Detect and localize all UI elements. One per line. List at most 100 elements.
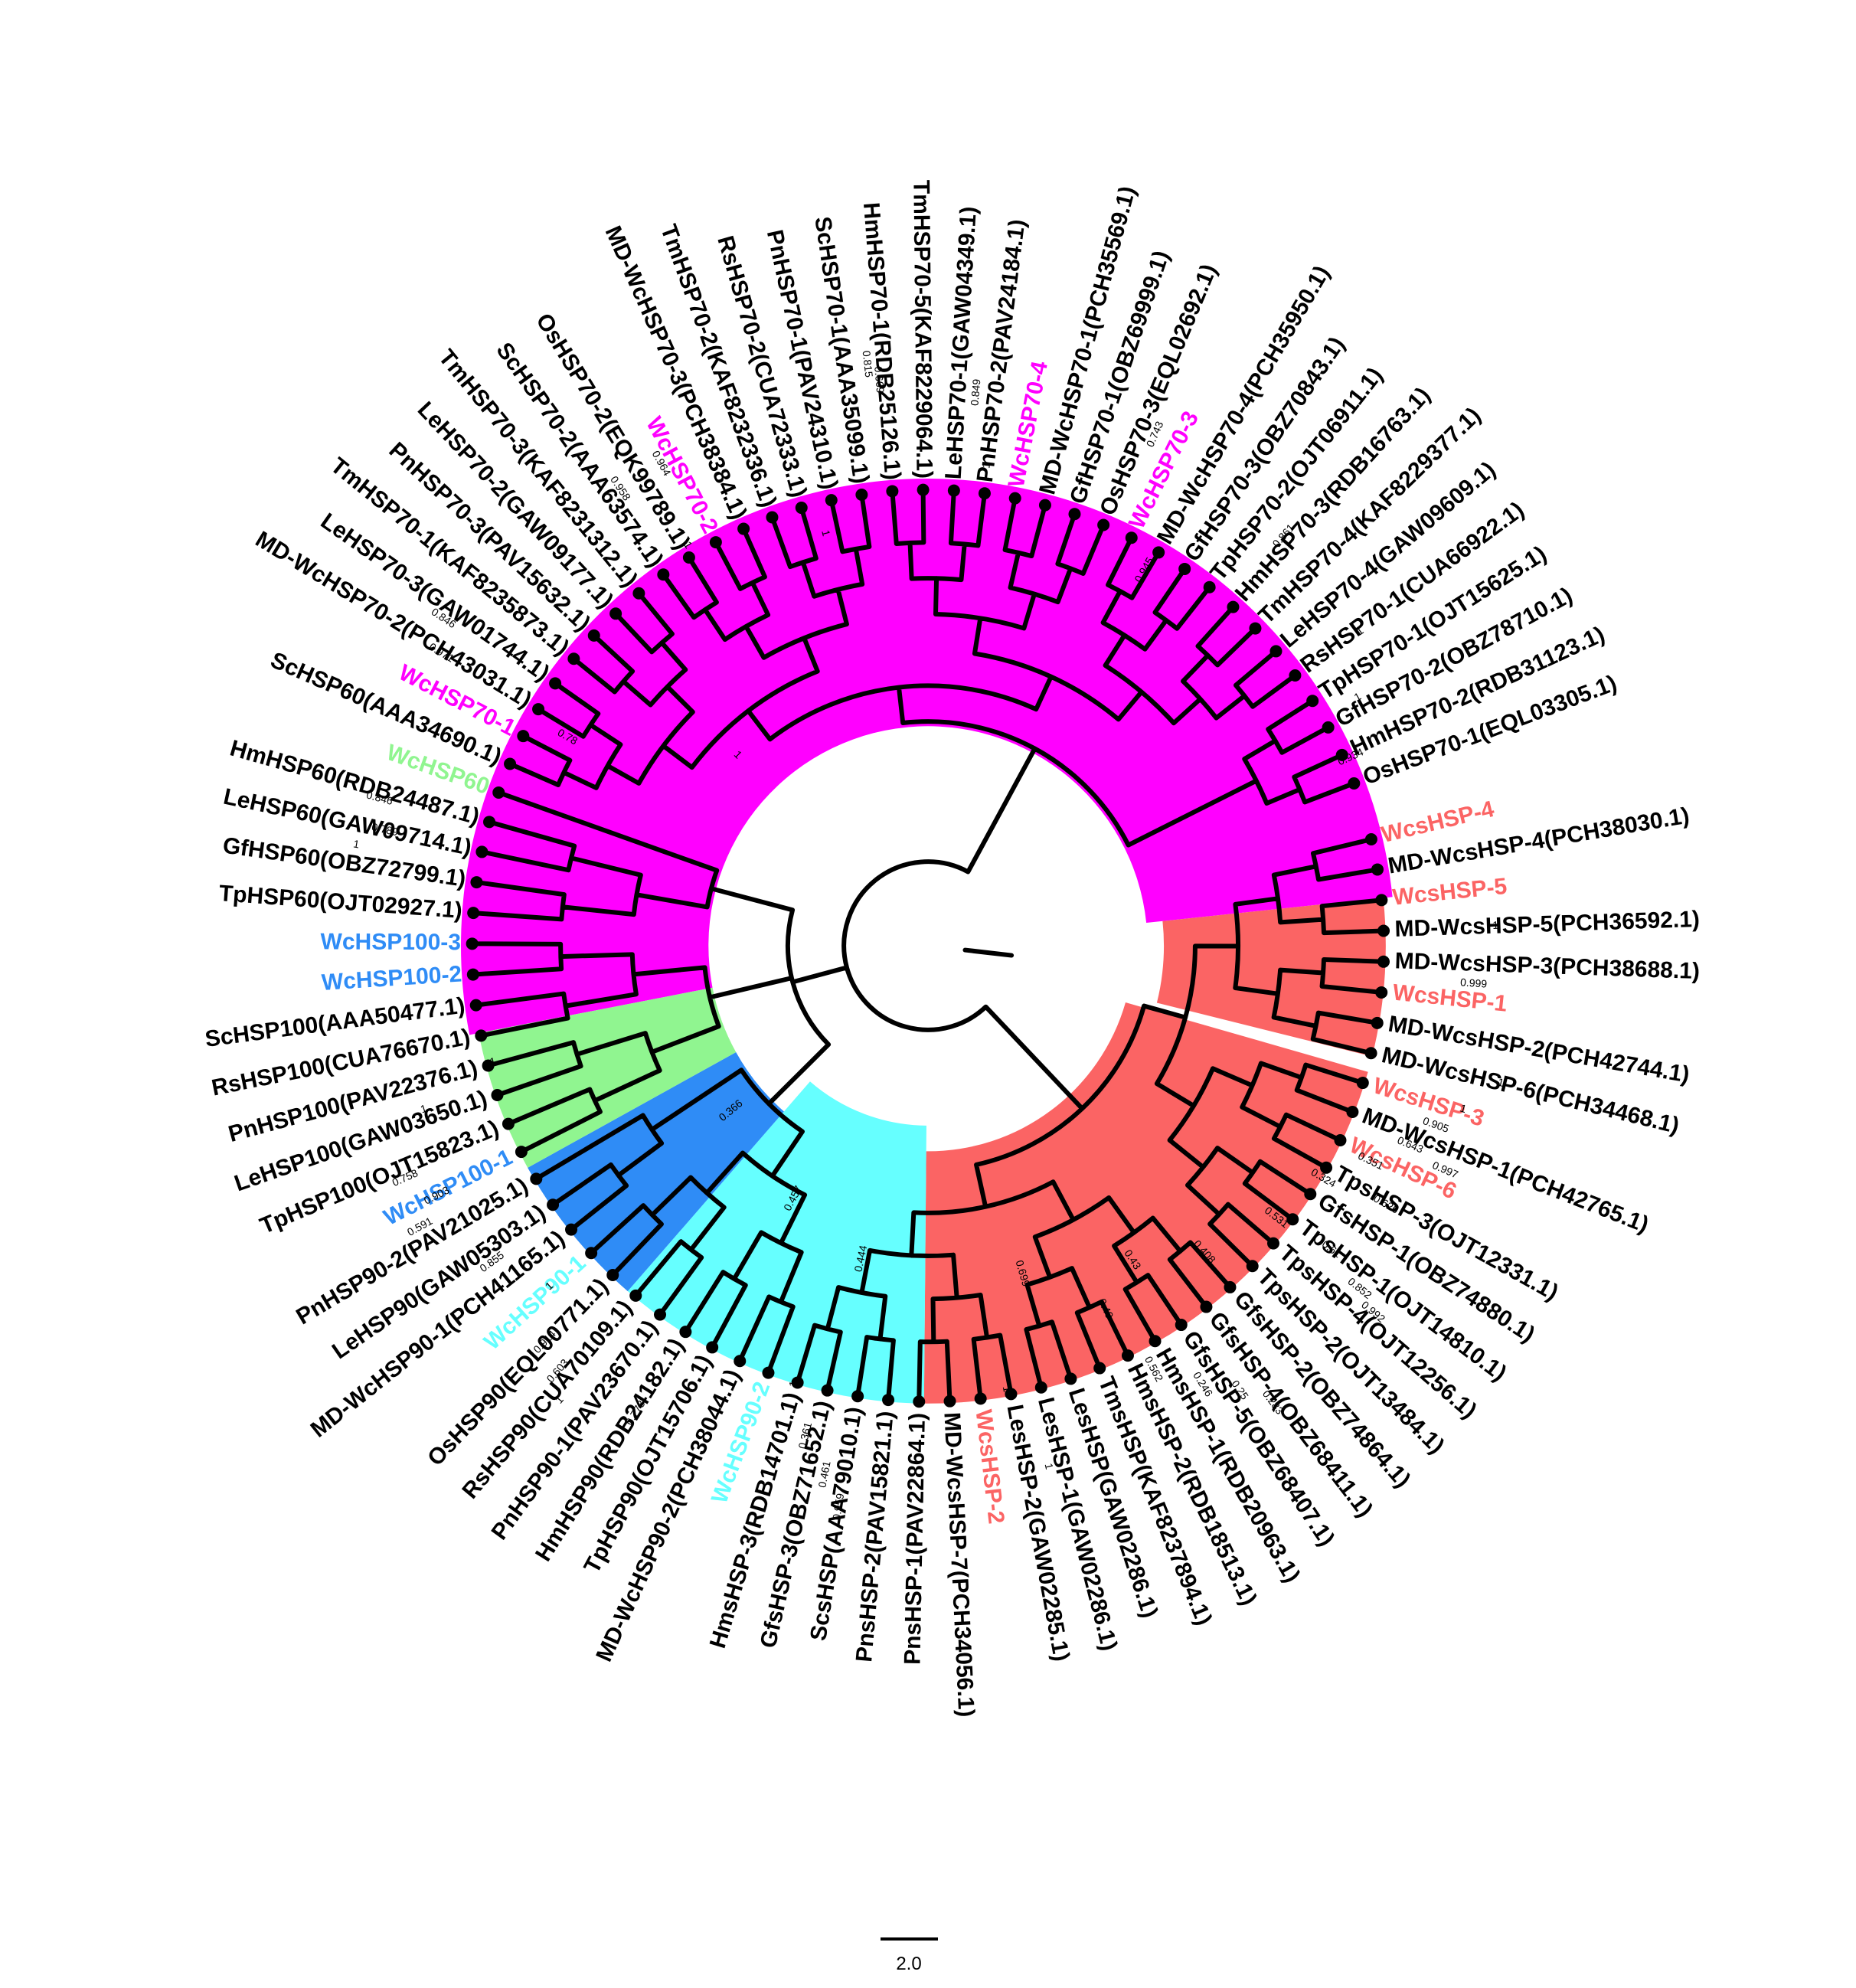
leaf-tip xyxy=(629,1289,642,1302)
leaf-tip xyxy=(587,629,600,642)
leaf-tip xyxy=(549,677,562,690)
leaf-tip xyxy=(1249,622,1262,635)
leaf-tip xyxy=(1269,645,1283,658)
bootstrap-label: 1 xyxy=(819,528,832,538)
leaf-tip xyxy=(567,652,580,665)
leaf-tip xyxy=(1125,531,1138,544)
tree-branches xyxy=(469,487,1387,1404)
leaf-tip xyxy=(791,1376,804,1389)
scale-bar-label: 2.0 xyxy=(896,1954,921,1974)
leaf-tip xyxy=(1267,1237,1280,1250)
leaf-tip xyxy=(547,1198,560,1211)
leaf-tip xyxy=(1178,562,1191,575)
bootstrap-label: 1 xyxy=(1001,1385,1014,1394)
leaf-tip xyxy=(1346,1106,1359,1119)
leaf-tip xyxy=(1038,499,1051,512)
bootstrap-label: 0.669 xyxy=(872,366,887,394)
leaf-tip xyxy=(515,1146,528,1159)
leaf-tip xyxy=(1356,1077,1369,1090)
leaf-tip xyxy=(1320,1161,1333,1174)
bootstrap-label: 1 xyxy=(979,462,992,469)
leaf-tip xyxy=(1121,1349,1134,1362)
clade-wedge-hsp60-5 xyxy=(479,987,737,1168)
leaf-tip xyxy=(1371,863,1384,876)
leaf-tip xyxy=(821,1384,834,1397)
leaf-tip xyxy=(1364,833,1377,846)
leaf-tip xyxy=(609,607,622,620)
leaf-tip xyxy=(1034,1381,1047,1394)
leaf-tip xyxy=(974,1392,987,1405)
leaf-tip xyxy=(1286,1213,1299,1226)
leaf-tip xyxy=(466,937,479,950)
leaf-label: LeHSP70-1(GAW04349.1) xyxy=(941,206,982,480)
leaf-tip xyxy=(532,703,545,716)
bootstrap-label: 0.999 xyxy=(1460,976,1488,989)
clade-wedge-shsp-2 xyxy=(923,1002,1368,1404)
leaf-tip xyxy=(632,587,645,600)
leaf-tip xyxy=(1175,1319,1188,1332)
leaf-tip xyxy=(882,1394,895,1407)
leaf-tip xyxy=(1008,492,1021,505)
clade-wedge-hsp100-4 xyxy=(528,1051,784,1292)
leaf-tip xyxy=(467,907,480,920)
leaf-tip xyxy=(1064,1372,1077,1385)
leaf-tip xyxy=(1200,1300,1213,1313)
bootstrap-label: 1 xyxy=(352,838,361,851)
leaf-label: MD-WcsHSP-5(PCH36592.1) xyxy=(1394,907,1700,942)
leaf-label: MD-WcsHSP-7(PCH34056.1) xyxy=(939,1411,979,1718)
leaf-tip xyxy=(1152,546,1165,559)
leaf-tip xyxy=(1322,721,1335,734)
leaf-tip xyxy=(502,1117,515,1130)
leaf-tip xyxy=(917,483,930,496)
bootstrap-label: 1 xyxy=(489,1054,498,1068)
leaf-tip xyxy=(504,757,517,770)
leaf-tip xyxy=(1093,1362,1106,1375)
leaf-label: WcsHSP-5 xyxy=(1391,874,1508,911)
leaf-tip xyxy=(1335,748,1348,761)
leaf-tip xyxy=(766,511,779,524)
leaf-tip xyxy=(492,786,505,799)
leaf-tip xyxy=(470,876,483,889)
leaf-tip xyxy=(466,968,479,981)
leaf-label: MD-WcsHSP-3(PCH38688.1) xyxy=(1394,948,1700,984)
leaf-tip xyxy=(1289,669,1302,682)
bootstrap-label: 0.959 xyxy=(830,1493,846,1521)
bootstrap-label: 1 xyxy=(1492,919,1499,931)
bootstrap-label: 0.849 xyxy=(968,378,982,407)
leaf-tip xyxy=(1246,1260,1259,1273)
leaf-tip xyxy=(1348,777,1361,790)
leaf-tip xyxy=(530,1172,543,1185)
leaf-tip xyxy=(1149,1335,1162,1348)
leaf-tip xyxy=(1306,695,1319,708)
leaf-tip xyxy=(762,1366,775,1379)
leaf-tip xyxy=(482,1059,495,1072)
leaf-label: WcsHSP-2 xyxy=(971,1408,1009,1525)
leaf-tip xyxy=(654,1308,667,1321)
leaf-tip xyxy=(795,502,808,515)
leaf-tip xyxy=(469,999,482,1012)
branch-paths xyxy=(469,487,1387,1404)
leaf-tip xyxy=(483,816,496,829)
leaf-tip xyxy=(657,568,670,581)
leaf-tip xyxy=(825,494,838,507)
leaf-tips xyxy=(466,483,1390,1408)
leaf-tip xyxy=(491,1088,504,1101)
leaf-tip xyxy=(978,487,991,500)
leaf-tip xyxy=(855,488,868,501)
leaf-tip xyxy=(517,730,530,743)
leaf-label: WcsHSP-1 xyxy=(1391,979,1508,1016)
leaf-label: TpHSP60(OJT02927.1) xyxy=(218,881,463,924)
leaf-tip xyxy=(565,1223,578,1236)
leaf-tip xyxy=(585,1247,598,1260)
leaf-tip xyxy=(1005,1388,1018,1401)
leaf-tip xyxy=(475,1029,488,1042)
leaf-tip xyxy=(709,536,722,549)
leaf-tip xyxy=(1371,1016,1384,1029)
leaf-tip xyxy=(851,1390,864,1403)
leaf-tip xyxy=(1377,924,1390,937)
leaf-tip xyxy=(682,551,695,564)
leaf-tip xyxy=(1203,580,1216,593)
leaf-tip xyxy=(1304,1188,1317,1201)
leaf-tip xyxy=(943,1395,956,1408)
leaf-tip xyxy=(1097,518,1110,531)
